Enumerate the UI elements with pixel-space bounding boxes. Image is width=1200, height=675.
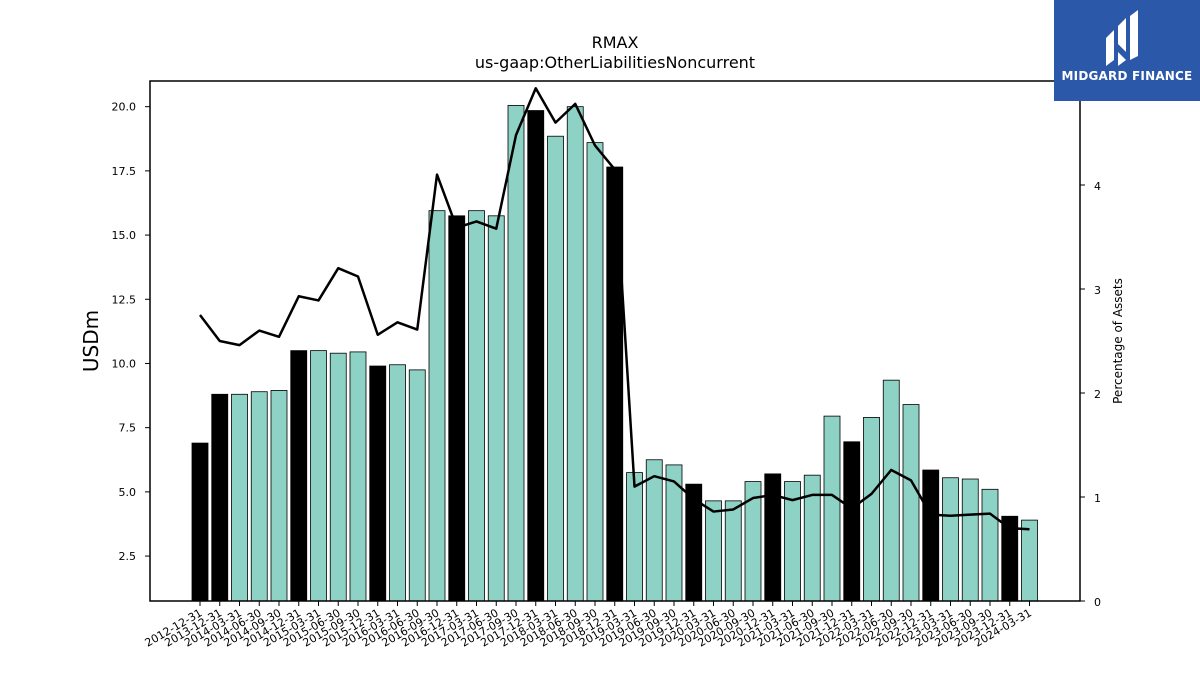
x-axis: 2012-12-312013-12-312014-03-312014-06-30…: [143, 601, 1034, 650]
y-tick-label: 2.5: [119, 550, 137, 563]
chart-subtitle: us-gaap:OtherLiabilitiesNoncurrent: [475, 53, 755, 72]
bar-2015-06-30: [329, 352, 347, 602]
y-tick-label: 5.0: [119, 486, 137, 499]
brand-logo: MIDGARD FINANCE: [1054, 0, 1200, 101]
bar-2022-06-30: [882, 379, 900, 602]
bar-2020-03-31: [705, 500, 722, 602]
bar-2015-09-30: [349, 351, 367, 602]
y-tick-label: 10.0: [112, 357, 137, 370]
bar-2014-12-31: [290, 350, 308, 602]
bar-2020-09-30: [744, 481, 762, 602]
y2-tick-label: 3: [1094, 284, 1101, 297]
bar-2020-06-30: [724, 500, 742, 602]
bar-2018-12-31: [606, 166, 624, 602]
bar-2023-03-31: [942, 477, 959, 602]
bar-2017-12-31: [527, 110, 545, 602]
bar-2017-03-31: [468, 210, 485, 602]
y-tick-label: 17.5: [112, 165, 137, 178]
logo-text: MIDGARD FINANCE: [1061, 69, 1193, 83]
bar-2017-09-30: [507, 104, 525, 602]
bar-2013-12-31: [211, 393, 229, 602]
y2-tick-label: 2: [1094, 388, 1101, 401]
y-tick-label: 20.0: [112, 101, 137, 114]
bar-2012-12-31: [191, 442, 209, 602]
bar-2016-06-30: [408, 369, 426, 602]
bar-2019-06-30: [645, 459, 663, 602]
y2-tick-label: 4: [1094, 180, 1101, 193]
bar-2022-12-31: [922, 469, 940, 602]
bars-group: [191, 104, 1038, 602]
bar-2016-03-31: [389, 364, 406, 602]
y-axis-left: 2.5 5.0 7.5 10.0 12.5 15.0 17.5 20.0: [112, 101, 150, 563]
bar-2024-03-31: [1021, 519, 1038, 602]
bar-2018-06-30: [566, 106, 584, 602]
bar-2020-12-31: [764, 473, 782, 602]
bar-2022-03-31: [863, 416, 880, 602]
bar-2017-06-30: [487, 215, 505, 602]
y-tick-label: 7.5: [119, 422, 137, 435]
bar-2014-06-30: [250, 391, 268, 602]
bar-2016-09-30: [428, 210, 446, 602]
chart-title: RMAX: [592, 33, 639, 52]
bar-2015-12-31: [369, 365, 387, 602]
bar-2018-03-31: [547, 135, 564, 602]
percentage-line-group: [199, 87, 1030, 531]
bar-2023-09-30: [981, 488, 999, 602]
bar-2015-03-31: [310, 350, 327, 602]
bar-2019-03-31: [626, 472, 643, 602]
bar-2022-09-30: [902, 404, 920, 602]
y-tick-label: 12.5: [112, 293, 137, 306]
y-axis-right: 0 1 2 3 4: [1080, 180, 1101, 609]
bar-2021-09-30: [823, 415, 841, 602]
y2-tick-label: 0: [1094, 596, 1101, 609]
bar-2018-09-30: [586, 142, 604, 602]
bar-2021-12-31: [843, 441, 861, 602]
bar-2023-06-30: [961, 478, 979, 602]
y-axis-label: USDm: [79, 310, 103, 372]
bar-2016-12-31: [448, 215, 466, 602]
y2-tick-label: 1: [1094, 492, 1101, 505]
y-tick-label: 15.0: [112, 229, 137, 242]
logo-mark-icon: [1106, 10, 1138, 66]
bar-2014-09-30: [270, 390, 288, 602]
y2-axis-label: Percentage of Assets: [1111, 278, 1125, 404]
bar-2014-03-31: [231, 393, 248, 602]
percentage-line: [199, 87, 1030, 531]
